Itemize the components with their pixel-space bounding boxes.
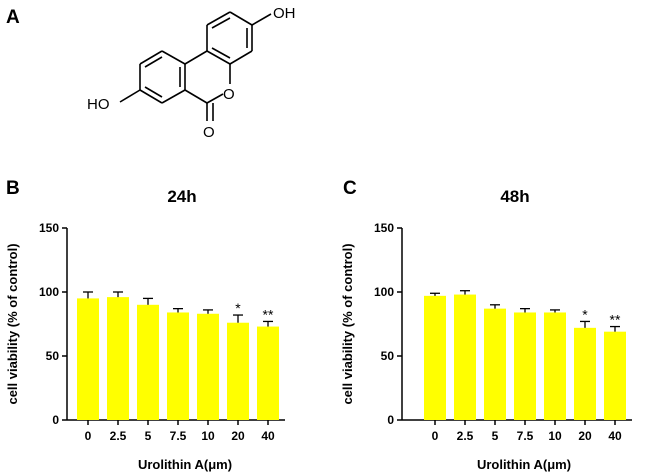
significance-label: * (582, 306, 588, 322)
bar (484, 308, 506, 420)
bar (77, 298, 99, 420)
panel-letter-b: B (6, 178, 20, 199)
y-tick-label: 0 (387, 413, 394, 427)
y-axis-label: cell viability (% of control) (340, 243, 355, 404)
bar (574, 327, 596, 420)
significance-label: * (235, 300, 241, 316)
y-tick-label: 100 (39, 285, 59, 299)
x-tick-label: 5 (492, 429, 499, 443)
panel-letter-a: A (6, 7, 20, 28)
bar (227, 322, 249, 420)
x-tick-label: 7.5 (517, 429, 534, 443)
x-tick-label: 7.5 (170, 429, 187, 443)
y-axis-label: cell viability (% of control) (5, 243, 20, 404)
y-tick-label: 100 (374, 285, 394, 299)
chart-title: 24h (167, 187, 196, 206)
bar (197, 313, 219, 420)
y-tick-label: 150 (39, 221, 59, 235)
bar (604, 331, 626, 420)
chart-24h: 24h 0 50 100 150 0 2.5 5 7.5 10 * 20 ** 40 Urolithin A… (5, 187, 285, 472)
ho-label: HO (87, 96, 110, 113)
y-tick-label: 50 (381, 349, 395, 363)
y-tick-label: 150 (374, 221, 394, 235)
x-tick-label: 0 (432, 429, 439, 443)
bar (514, 312, 536, 420)
x-tick-label: 20 (578, 429, 592, 443)
panel-a-structure: A (6, 5, 296, 141)
x-tick-label: 20 (231, 429, 245, 443)
ring-oxygen-label: O (223, 86, 235, 103)
x-tick-label: 2.5 (110, 429, 127, 443)
significance-label: ** (610, 312, 621, 328)
bar (544, 312, 566, 420)
x-tick-label: 2.5 (457, 429, 474, 443)
x-tick-label: 10 (201, 429, 215, 443)
bar (454, 294, 476, 420)
bar (424, 295, 446, 420)
x-tick-label: 0 (85, 429, 92, 443)
y-tick-label: 50 (46, 349, 60, 363)
carbonyl-oxygen-label: O (203, 124, 215, 141)
x-tick-label: 40 (261, 429, 275, 443)
urolithin-a-structure (119, 11, 272, 121)
panel-letter-c: C (343, 178, 357, 199)
oh-label: OH (273, 5, 296, 22)
bar (257, 326, 279, 420)
x-tick-label: 40 (608, 429, 622, 443)
significance-label: ** (263, 306, 274, 322)
x-tick-label: 5 (145, 429, 152, 443)
y-tick-label: 0 (52, 413, 59, 427)
bar (107, 297, 129, 420)
chart-title: 48h (500, 187, 529, 206)
x-axis-label: Urolithin A(μm) (138, 457, 232, 472)
bar (167, 312, 189, 420)
chart-48h: 48h 0 50 100 150 0 2.5 5 7.5 10 * 20 ** 40 Urolithin A… (340, 187, 632, 472)
bar (137, 304, 159, 420)
x-tick-label: 10 (548, 429, 562, 443)
x-axis-label: Urolithin A(μm) (477, 457, 571, 472)
